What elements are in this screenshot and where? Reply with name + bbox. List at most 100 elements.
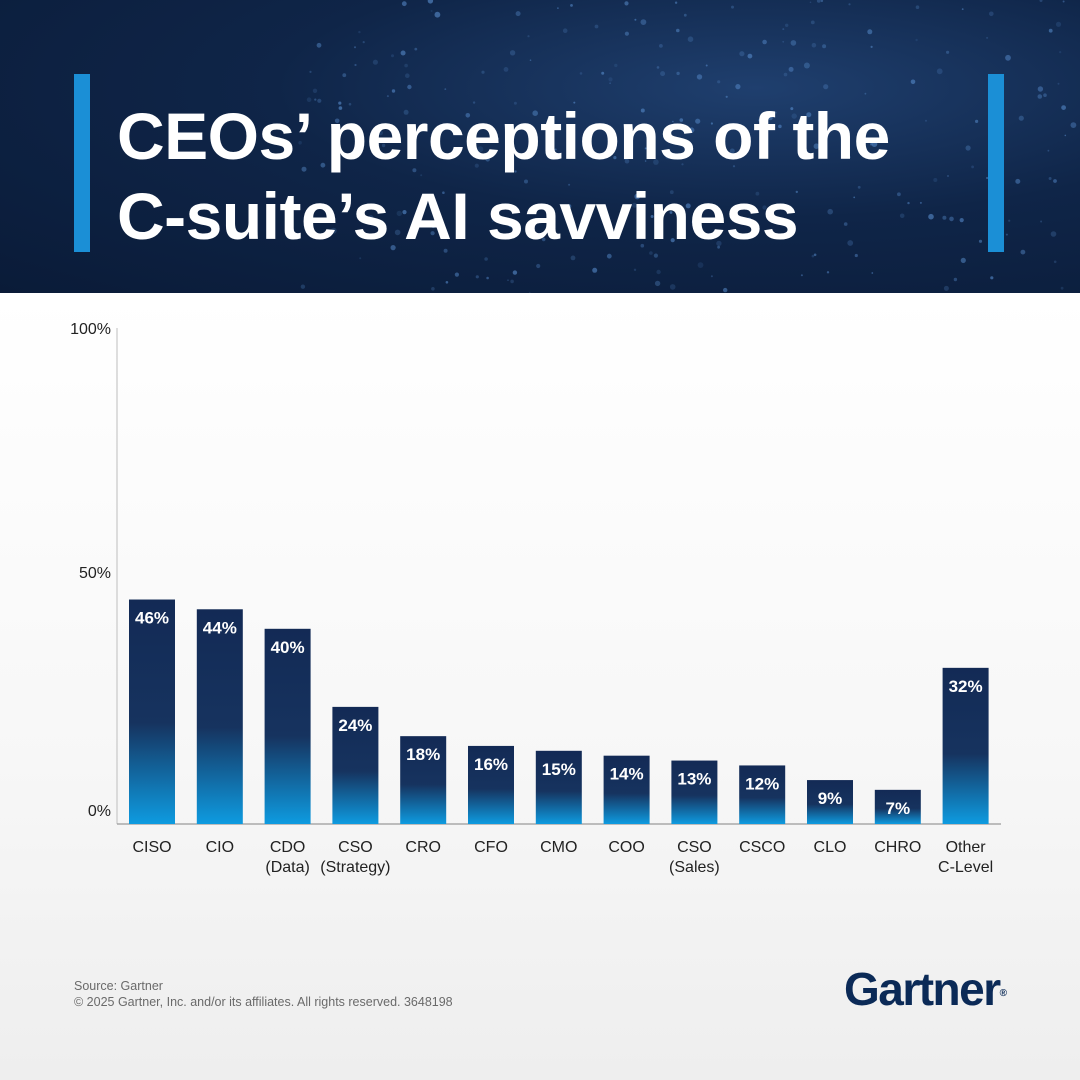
footer-source: Source: Gartner © 2025 Gartner, Inc. and… — [74, 978, 453, 1010]
header-dot — [445, 281, 449, 284]
header-dot — [848, 3, 851, 6]
header-dot — [527, 35, 530, 38]
header-dot — [1043, 93, 1047, 97]
header-dot — [1037, 94, 1043, 99]
header-dot — [778, 124, 782, 129]
header-dot — [334, 118, 340, 124]
header-dot — [687, 36, 694, 42]
header-dot — [359, 257, 362, 260]
bar — [807, 780, 853, 824]
header-dot — [961, 8, 964, 11]
header-dot — [800, 274, 803, 277]
header-dot — [767, 115, 773, 121]
header-dot — [691, 220, 697, 225]
logo-text: Gartner — [843, 963, 1001, 1015]
header-dot — [1005, 233, 1008, 236]
header-dot — [592, 267, 598, 273]
header-dot — [755, 191, 760, 196]
bar — [739, 765, 786, 824]
header-dot — [557, 7, 559, 9]
header-dot — [739, 51, 745, 57]
header-dot — [427, 0, 434, 4]
header-dot — [510, 233, 516, 239]
header-dot — [683, 13, 687, 17]
header-dot — [1059, 51, 1062, 54]
header-dot — [1040, 220, 1043, 223]
header-dot — [664, 127, 668, 131]
header-dot — [986, 36, 989, 39]
header-dot — [915, 38, 918, 42]
header-dot — [431, 287, 435, 291]
header-dot — [381, 143, 386, 148]
header-dot — [659, 44, 663, 48]
header-dot — [942, 215, 947, 220]
header-dot — [312, 88, 318, 94]
header-dot — [790, 107, 794, 111]
header-dot — [665, 154, 670, 160]
header-dot — [594, 24, 599, 29]
header-dot — [633, 268, 637, 271]
header-dot — [1037, 86, 1044, 92]
header-dot — [443, 248, 448, 253]
header-dot — [512, 270, 518, 275]
header-dot — [514, 170, 517, 173]
header-dot — [826, 271, 830, 274]
header-dot — [430, 231, 435, 236]
header-dot — [390, 245, 396, 251]
header-dot — [813, 253, 817, 257]
header-dot — [570, 255, 576, 261]
header-dot — [484, 257, 488, 261]
gartner-logo: Gartner® — [844, 962, 1007, 1016]
header-dot — [601, 71, 605, 75]
header-dot — [823, 84, 829, 90]
header-dot — [1018, 115, 1024, 121]
x-tick-label: (Strategy) — [320, 859, 390, 876]
header-dot — [362, 41, 365, 44]
header-dot — [811, 254, 815, 258]
header-dot — [975, 119, 979, 123]
header-dot — [394, 229, 401, 236]
header-dot — [391, 54, 394, 58]
header-dot — [674, 1, 678, 4]
header-dot — [795, 190, 798, 194]
header-dot — [414, 47, 418, 51]
bar — [468, 745, 514, 824]
header-dot — [320, 162, 326, 168]
header-dot — [947, 175, 949, 177]
header-dot — [444, 88, 447, 90]
header-dot — [568, 183, 571, 186]
header-dot — [670, 238, 675, 243]
header-dot — [1020, 249, 1026, 255]
header-dot — [989, 11, 994, 17]
header-dot — [696, 74, 703, 80]
header-dot — [515, 11, 521, 17]
header-dot — [536, 263, 541, 269]
header-dot — [907, 201, 910, 205]
header-dot — [827, 208, 833, 215]
header-dot — [342, 73, 347, 78]
header-dot — [1047, 149, 1050, 152]
bar-value-label: 9% — [818, 789, 843, 808]
header-dot — [529, 59, 532, 61]
header-dot — [624, 31, 630, 36]
header-dot — [679, 118, 684, 122]
header-dot — [810, 20, 815, 25]
header-background-pattern — [298, 0, 1077, 293]
header-dot — [650, 215, 654, 218]
header-dot — [649, 251, 653, 255]
accent-bar-left — [74, 74, 90, 252]
x-tick-label: (Data) — [265, 859, 309, 876]
header-dot — [857, 185, 861, 189]
header-dot — [640, 19, 647, 25]
header-dot — [477, 146, 484, 153]
x-tick-label: CMO — [540, 839, 577, 856]
header-dot — [843, 222, 848, 226]
logo-registered-mark: ® — [999, 988, 1007, 999]
header-dot — [729, 148, 735, 154]
header-dot — [820, 0, 824, 3]
header-dot — [785, 23, 789, 27]
header-dot — [959, 218, 964, 223]
header-dot — [554, 148, 557, 151]
header-dot — [672, 120, 674, 123]
header-dot — [368, 215, 374, 221]
